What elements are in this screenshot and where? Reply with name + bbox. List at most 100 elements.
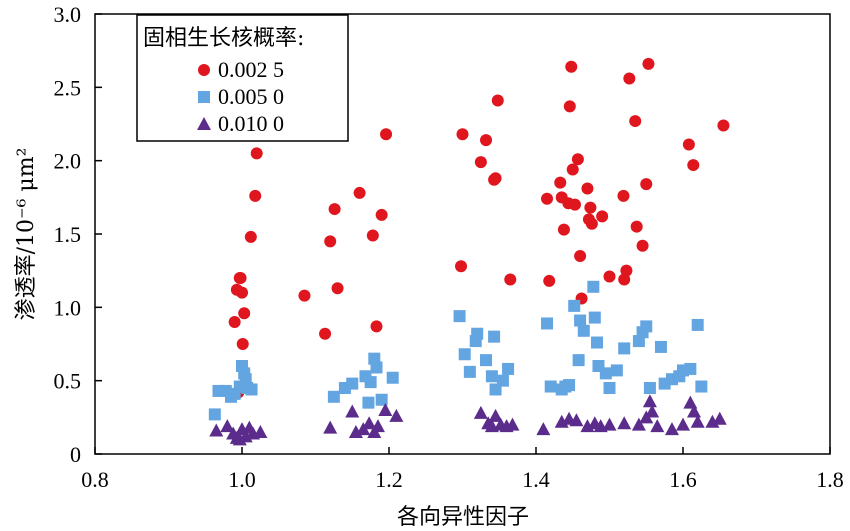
data-point-square	[245, 383, 258, 396]
data-point-triangle	[683, 395, 698, 409]
y-tick-label: 3.0	[54, 2, 82, 27]
data-point-triangle	[631, 417, 646, 431]
data-point-triangle	[569, 413, 584, 427]
data-point-circle	[238, 307, 251, 320]
data-point-circle	[236, 338, 249, 350]
data-point-circle	[717, 119, 730, 132]
data-point-circle	[581, 182, 594, 195]
data-point-square	[572, 354, 585, 367]
data-point-square	[496, 374, 509, 387]
data-point-triangle	[473, 405, 488, 419]
legend-marker-square	[198, 91, 210, 103]
data-point-triangle	[617, 416, 632, 430]
data-point-circle	[228, 316, 241, 328]
data-point-circle	[563, 100, 576, 113]
data-point-circle	[636, 239, 649, 252]
data-point-circle	[353, 186, 366, 199]
data-point-circle	[565, 60, 578, 73]
data-point-square	[563, 379, 576, 392]
data-point-triangle	[370, 419, 385, 433]
data-point-square	[458, 348, 471, 361]
y-tick-label: 2.0	[54, 149, 82, 174]
data-point-circle	[682, 138, 695, 151]
data-point-circle	[596, 210, 609, 223]
data-point-square	[577, 324, 590, 337]
axes: 0.8 1.0 1.2 1.4 1.6 1.8 0 0.5 1.0 1.5 2.0 2.5 3.0	[54, 2, 844, 492]
data-point-triangle	[642, 394, 657, 408]
data-point-circle	[617, 189, 630, 202]
data-point-triangle	[345, 404, 360, 418]
y-tick-label: 1.0	[54, 295, 82, 320]
legend-box	[136, 14, 349, 142]
data-point-square	[471, 327, 484, 340]
data-point-circle	[370, 320, 383, 333]
data-point-circle	[603, 270, 616, 283]
data-point-circle	[623, 72, 636, 85]
data-point-square	[544, 380, 557, 393]
data-point-square	[364, 376, 377, 389]
data-point-square	[599, 367, 612, 380]
data-point-circle	[480, 134, 493, 147]
legend-marker-circle	[198, 64, 210, 76]
x-axis-title: 各向异性因子	[397, 505, 529, 530]
x-tick-label: 1.8	[816, 467, 844, 492]
data-point-triangle	[209, 423, 224, 437]
data-point-square	[386, 371, 399, 384]
data-point-circle	[566, 163, 579, 176]
data-point-circle	[234, 272, 247, 284]
data-point-circle	[298, 289, 311, 302]
x-tick-label: 1.4	[522, 467, 550, 492]
data-point-square	[485, 370, 498, 383]
data-point-triangle	[362, 416, 377, 430]
y-tick-label: 0.5	[54, 369, 82, 394]
data-point-square	[327, 390, 340, 403]
data-point-triangle	[536, 422, 551, 436]
series-2	[208, 280, 708, 421]
data-point-square	[463, 365, 476, 378]
data-point-triangle	[505, 417, 520, 431]
data-point-circle	[474, 156, 487, 169]
legend-label-series-2: 0.005 0	[218, 84, 284, 109]
data-point-triangle	[602, 417, 617, 431]
data-point-circle	[366, 229, 379, 242]
data-point-triangle	[690, 414, 705, 428]
data-point-circle	[630, 220, 643, 233]
data-point-circle	[568, 198, 581, 211]
data-point-square	[654, 340, 667, 353]
data-point-triangle	[650, 419, 665, 433]
data-point-square	[640, 320, 653, 333]
data-point-square	[684, 362, 697, 375]
data-point-circle	[571, 153, 584, 166]
series-3	[209, 394, 727, 446]
x-tick-label: 0.8	[81, 467, 109, 492]
data-point-square	[568, 299, 581, 312]
data-point-circle	[629, 115, 642, 128]
data-point-circle	[585, 217, 598, 230]
data-point-circle	[620, 264, 633, 277]
data-point-circle	[504, 273, 517, 286]
data-point-square	[362, 396, 375, 409]
series-1	[228, 57, 730, 399]
data-point-square	[574, 314, 587, 327]
data-point-circle	[574, 250, 587, 262]
data-point-square	[541, 317, 554, 330]
data-point-circle	[328, 203, 341, 216]
y-tick-label: 0	[70, 442, 81, 467]
data-point-triangle	[488, 408, 503, 422]
data-point-circle	[455, 260, 468, 273]
data-point-circle	[554, 176, 567, 189]
data-points	[208, 57, 730, 446]
data-point-circle	[249, 189, 262, 202]
data-point-square	[480, 354, 493, 367]
data-point-square	[588, 311, 601, 324]
data-point-circle	[640, 178, 653, 191]
data-point-square	[502, 362, 515, 375]
x-tick-label: 1.6	[669, 467, 697, 492]
data-point-square	[370, 361, 383, 374]
data-point-triangle	[687, 404, 702, 418]
data-point-circle	[541, 192, 554, 205]
data-point-circle	[543, 274, 556, 287]
data-point-square	[488, 330, 501, 343]
data-point-square	[453, 310, 466, 323]
